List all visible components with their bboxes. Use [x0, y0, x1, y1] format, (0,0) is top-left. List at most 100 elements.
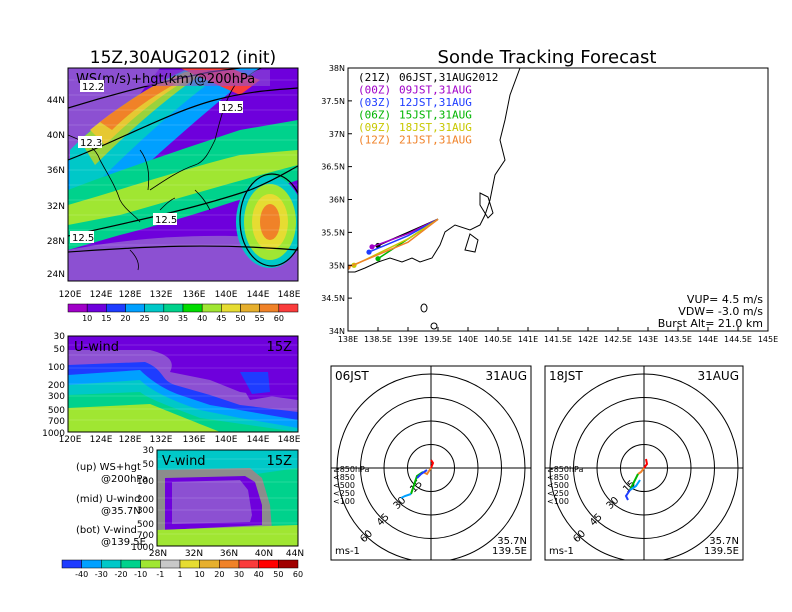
hodograph-06jst-frame [330, 365, 532, 561]
pressure-legend-item: <100 [547, 497, 569, 506]
lat-tick: 24N [47, 270, 65, 280]
pressure-legend-item: ≥850hPa [333, 465, 370, 474]
p-tick: 200 [48, 381, 65, 391]
launch-time-utc: (12Z) [358, 134, 391, 147]
p-tick: 200 [137, 495, 154, 505]
colorbar-label: 1 [177, 570, 182, 579]
hodograph-trace [430, 459, 435, 469]
sonde-tracks [348, 218, 439, 270]
launch-time-jst: 12JST,31AUG [399, 96, 472, 109]
colorbar-swatch [140, 559, 161, 569]
tracking-title: Sonde Tracking Forecast [438, 47, 657, 68]
colorbar-swatch [179, 559, 200, 569]
colorbar-swatch [258, 559, 279, 569]
pressure-legend-item: <100 [333, 497, 355, 506]
lon-tick: 143E [638, 335, 658, 344]
note-up: (up) WS+hgt [76, 462, 141, 473]
p-tick: 1000 [42, 429, 65, 439]
landing-point [375, 256, 381, 262]
lon-tick: 140E [215, 290, 238, 300]
map-title: 15Z,30AUG2012 (init) [90, 48, 276, 68]
lon-tick: 148E [278, 435, 301, 445]
launch-time-utc: (09Z) [358, 121, 391, 134]
colorbar-swatch [160, 559, 181, 569]
pressure-legend-item: <850 [547, 473, 569, 482]
lon-tick: 144E [247, 290, 270, 300]
colorbar-label: -40 [75, 570, 88, 579]
burst-altitude: Burst Alt= 21.0 km [658, 317, 763, 330]
colorbar-label: 50 [273, 570, 283, 579]
p-tick: 50 [54, 345, 66, 355]
lat-tick: 36N [47, 166, 65, 176]
lon-tick: 142.5E [604, 335, 632, 344]
colorbar-label: -20 [114, 570, 127, 579]
lon-tick: 140E [215, 435, 238, 445]
v-wind-colorbar: -40 -30 -20 -10 -1 1 10 20 30 40 50 60 [61, 559, 303, 579]
colorbar-label: 30 [159, 314, 169, 323]
colorbar-label: 15 [101, 314, 111, 323]
map-frame [67, 67, 299, 282]
p-tick: 1000 [131, 543, 154, 553]
launch-time-jst: 21JST,31AUG [399, 134, 472, 147]
note-bot-lon: @139.5E [101, 537, 146, 548]
p-tick: 500 [48, 406, 65, 416]
colorbar-swatch [125, 303, 145, 313]
landing-point [366, 249, 372, 255]
lat-tick: 35N [329, 261, 345, 270]
lat-tick: 28N [47, 237, 65, 247]
map-lat-ticks: 44N 40N 36N 32N 28N 24N [47, 96, 65, 280]
p-tick: 100 [48, 363, 65, 373]
landing-point [348, 264, 351, 270]
pressure-legend-item: <250 [333, 489, 355, 498]
colorbar-swatch [120, 559, 141, 569]
track-line [368, 218, 439, 253]
pressure-legend-item: <500 [547, 481, 569, 490]
colorbar-swatch [199, 559, 220, 569]
hodograph-units: ms-1 [549, 546, 574, 557]
colorbar-swatch [101, 559, 122, 569]
lon-tick: 142E [578, 335, 598, 344]
lat-tick: 37N [329, 130, 345, 139]
vdw-value: VDW= -3.0 m/s [678, 305, 763, 318]
lon-tick: 120E [59, 290, 82, 300]
track-line [348, 218, 439, 268]
hodograph-lon: 139.5E [492, 546, 527, 557]
lon-tick: 139.5E [424, 335, 452, 344]
launch-time-jst: 15JST,31AUG [399, 109, 472, 122]
colorbar-swatch [221, 303, 241, 313]
lat-tick: 36N [220, 549, 238, 559]
wind-speed-map [68, 68, 298, 281]
note-bot: (bot) V-wind [76, 525, 137, 536]
colorbar-swatch [240, 303, 260, 313]
pressure-legend-item: <250 [547, 489, 569, 498]
note-mid-lat: @35.7N [101, 506, 141, 517]
u-wind-time: 15Z [267, 340, 293, 355]
colorbar-swatch [144, 303, 165, 313]
lon-tick: 141.5E [544, 335, 572, 344]
colorbar-label: -1 [156, 570, 164, 579]
hodograph-time: 06JST [335, 369, 369, 383]
lon-tick: 143.5E [664, 335, 692, 344]
p-tick: 700 [48, 417, 65, 427]
coastline [348, 68, 521, 273]
hodograph-lon: 139.5E [704, 546, 739, 557]
colorbar-swatch [81, 559, 102, 569]
note-mid: (mid) U-wind [76, 494, 140, 505]
colorbar-swatch [219, 559, 240, 569]
colorbar-swatch [163, 303, 184, 313]
lat-tick: 34.5N [321, 294, 345, 303]
colorbar-swatch [61, 559, 82, 569]
hodograph-date: 31AUG [697, 369, 739, 383]
v-wind-time: 15Z [267, 454, 293, 469]
p-tick: 50 [143, 460, 155, 470]
colorbar-label: 10 [82, 314, 92, 323]
hodograph-trace [624, 489, 631, 501]
lat-tick: 34N [329, 327, 345, 336]
lat-tick: 28N [149, 549, 167, 559]
colorbar-label: 20 [120, 314, 130, 323]
hodograph-date: 31AUG [485, 369, 527, 383]
contour-label-1: 12.2 [82, 82, 104, 93]
lon-tick: 128E [119, 435, 142, 445]
